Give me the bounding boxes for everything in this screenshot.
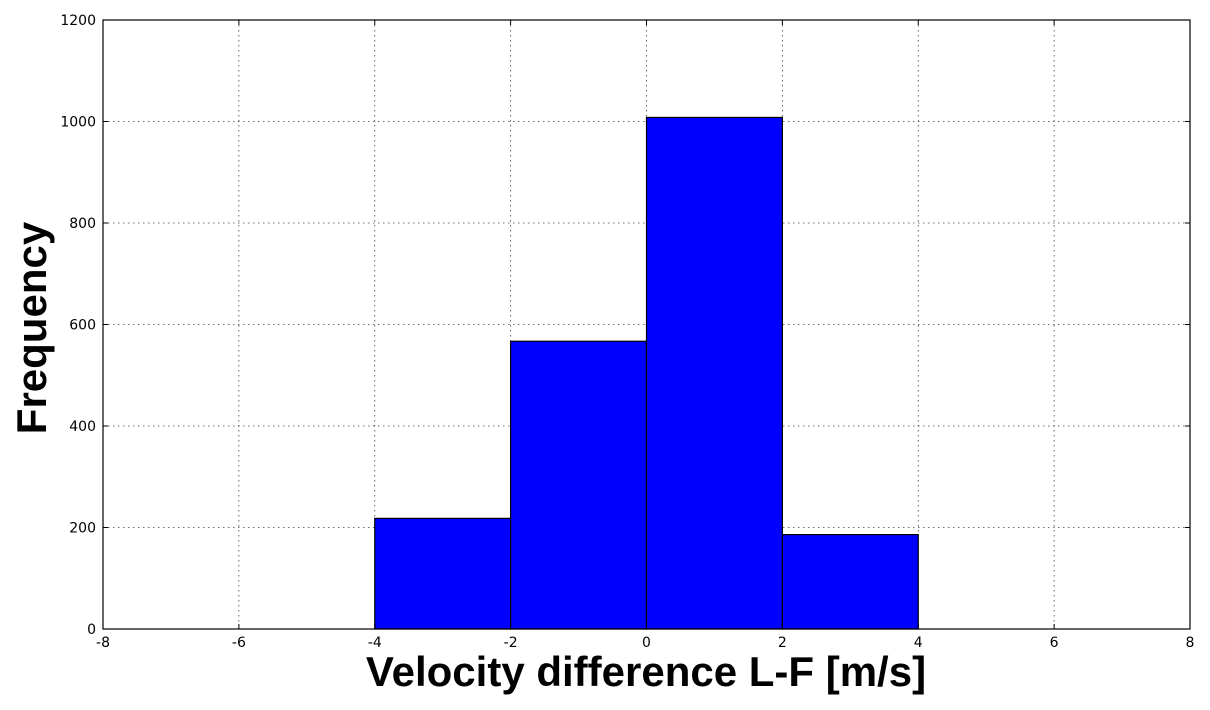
x-axis-title: Velocity difference L-F [m/s] <box>366 648 926 695</box>
y-tick-label: 1000 <box>60 115 96 131</box>
x-tick-label: 8 <box>1186 635 1195 651</box>
histogram-bar <box>645 116 783 630</box>
x-tick-label: -2 <box>504 635 518 651</box>
y-tick-label: 0 <box>87 622 96 638</box>
y-tick-label: 800 <box>69 216 96 232</box>
axis-ticks: -8 -6 -4 -2 0 2 4 6 8 0 200 400 600 800 1000 1200 <box>60 13 1194 651</box>
y-axis-title: Frequency <box>8 221 55 434</box>
histogram-bar <box>781 534 919 630</box>
x-tick-label: 0 <box>642 635 651 651</box>
x-tick-label: -4 <box>368 635 382 651</box>
x-tick-label: 2 <box>778 635 787 651</box>
y-tick-label: 600 <box>69 318 96 334</box>
histogram-bar <box>374 517 512 630</box>
x-tick-label: 6 <box>1050 635 1059 651</box>
x-tick-label: -8 <box>96 635 110 651</box>
x-tick-label: -6 <box>232 635 246 651</box>
y-tick-label: 400 <box>69 419 96 435</box>
y-tick-label: 1200 <box>60 13 96 29</box>
histogram-bars <box>374 116 919 630</box>
y-tick-label: 200 <box>69 521 96 537</box>
histogram-bar <box>510 340 648 630</box>
x-tick-label: 4 <box>914 635 923 651</box>
